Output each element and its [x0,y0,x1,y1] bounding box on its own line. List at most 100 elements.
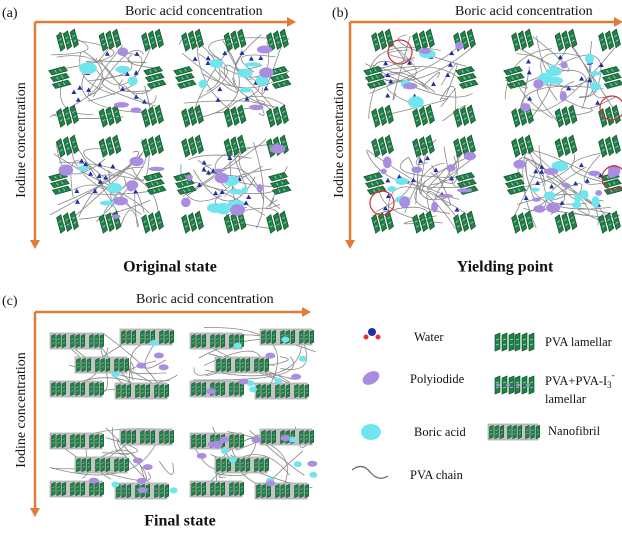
lamella-plate [191,333,196,349]
lamella-stripe [52,490,55,492]
lamella-stripe [239,34,243,38]
lamella-stripe [267,334,270,336]
pva-chain-icon [351,465,389,479]
lamella-stripe [95,390,98,392]
lamella-stripe [90,338,93,340]
lamella-stripe [221,342,225,344]
water [526,69,532,75]
boric-acid [591,196,600,208]
lamella-plate [466,134,476,155]
pva-chain [504,48,552,100]
lamella-stripe [528,39,532,42]
lamella-plate [256,383,261,399]
lamella-stripe [59,225,63,228]
lamella-stripe [76,390,79,392]
boric-acid [589,71,602,76]
lamella-plate [371,214,381,234]
lamella-plate [266,32,276,52]
lamella-stripe [190,218,194,221]
lamella-stripe [114,140,118,144]
lamella-stripe [267,392,271,394]
lamella-stripe [230,438,233,440]
lamella [143,172,167,195]
lamella [181,210,204,234]
lamella-plate [105,212,115,232]
polyiodide [543,168,559,175]
lamella-plate [235,357,240,373]
lamella-stripe [117,488,120,490]
lamella [121,429,136,445]
lamella-stripe [388,145,392,148]
lamella-stripe [217,362,220,364]
lamella-stripe [608,41,612,44]
lamella-plate [425,134,435,155]
lamella-stripe [469,216,473,220]
arrow-head [30,240,40,249]
lamella-stripe [197,438,200,440]
lamella-stripe [191,147,195,150]
lamella-stripe [528,221,532,224]
lamella-stripe [122,438,125,440]
lamella-plate [143,172,163,182]
lamella-plate [105,357,110,373]
lamella-plate [175,178,195,189]
lamella-stripe [241,462,244,464]
lamella-stripe [235,338,238,340]
lamella-plate [164,329,169,345]
legend-label: Polyiodide [410,372,465,386]
lamella-stripe [246,462,250,464]
lamella [173,66,197,89]
lamella-stripe [202,338,206,340]
lamella-stripe [122,392,125,394]
lamella-stripe [197,216,201,220]
lamella-plate [175,72,195,83]
polyiodide [136,362,147,369]
lamella-stripe [262,438,265,440]
lamella-stripe [267,388,271,390]
lamella-plate [141,32,151,52]
lamella-stripe [276,41,280,44]
lamella-stripe [179,175,182,179]
lamella-stripe [158,39,162,42]
polyiodide [219,436,230,443]
lamella-stripe [235,486,238,488]
lamella-plate [266,383,271,399]
pva-chain [429,154,459,186]
lamella-stripe [520,142,524,145]
lamella-stripe [414,220,418,223]
boric-acid [99,200,115,206]
lamella-stripe [563,218,567,221]
lamella-stripe [422,41,426,44]
lamella-plate [121,429,126,445]
lamella-plate [511,214,521,234]
lamella-plate [371,108,381,128]
lamella-plate [56,481,61,497]
lamella [159,429,174,445]
polyiodide [280,435,291,442]
lamella [223,134,247,158]
lamella-plate [51,333,56,349]
water [86,87,92,92]
lamella-stripe [515,343,520,346]
lamella-plate [210,481,215,497]
lamella-stripe [513,144,517,147]
lamella-plate [105,106,115,126]
lamella-plate [75,481,80,497]
lamella-stripe [421,36,425,39]
lamella-stripe [275,36,279,39]
lamella-stripe [310,338,314,340]
polyiodide [111,214,121,219]
lamella-stripe [558,119,562,122]
boric-acid [395,177,409,185]
lamella-plate [521,375,528,395]
lamella-plate [412,214,422,234]
lamella-stripe [517,82,521,86]
lamella-plate [135,483,140,499]
lamella-stripe [202,438,206,440]
lamella-stripe [87,462,91,464]
caption: Final state [144,513,216,530]
pva-chain [439,86,457,111]
lamella-stripe [615,39,619,42]
lamella-stripe [422,147,426,150]
panel-label: (a) [2,6,18,21]
